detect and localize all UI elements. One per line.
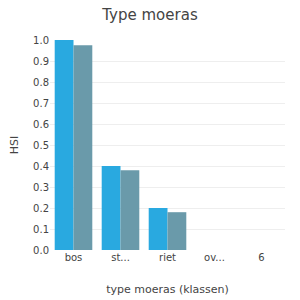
- svg-text:st...: st...: [111, 252, 130, 263]
- svg-text:0.4: 0.4: [33, 161, 49, 172]
- svg-text:0.3: 0.3: [33, 182, 49, 193]
- svg-text:0.2: 0.2: [33, 203, 49, 214]
- svg-text:bos: bos: [65, 252, 83, 263]
- svg-text:HSI: HSI: [8, 136, 21, 155]
- svg-text:0.5: 0.5: [33, 140, 49, 151]
- svg-text:ov...: ov...: [204, 252, 225, 263]
- svg-text:0.9: 0.9: [33, 56, 49, 67]
- svg-text:6: 6: [258, 252, 264, 263]
- svg-text:Type moeras: Type moeras: [101, 6, 198, 24]
- svg-text:0.7: 0.7: [33, 98, 49, 109]
- svg-text:0.6: 0.6: [33, 119, 49, 130]
- svg-text:riet: riet: [159, 252, 176, 263]
- svg-text:0.0: 0.0: [33, 245, 49, 256]
- svg-text:0.8: 0.8: [33, 77, 49, 88]
- svg-text:type moeras (klassen): type moeras (klassen): [106, 283, 229, 296]
- svg-text:1.0: 1.0: [33, 35, 49, 46]
- svg-text:0.1: 0.1: [33, 224, 49, 235]
